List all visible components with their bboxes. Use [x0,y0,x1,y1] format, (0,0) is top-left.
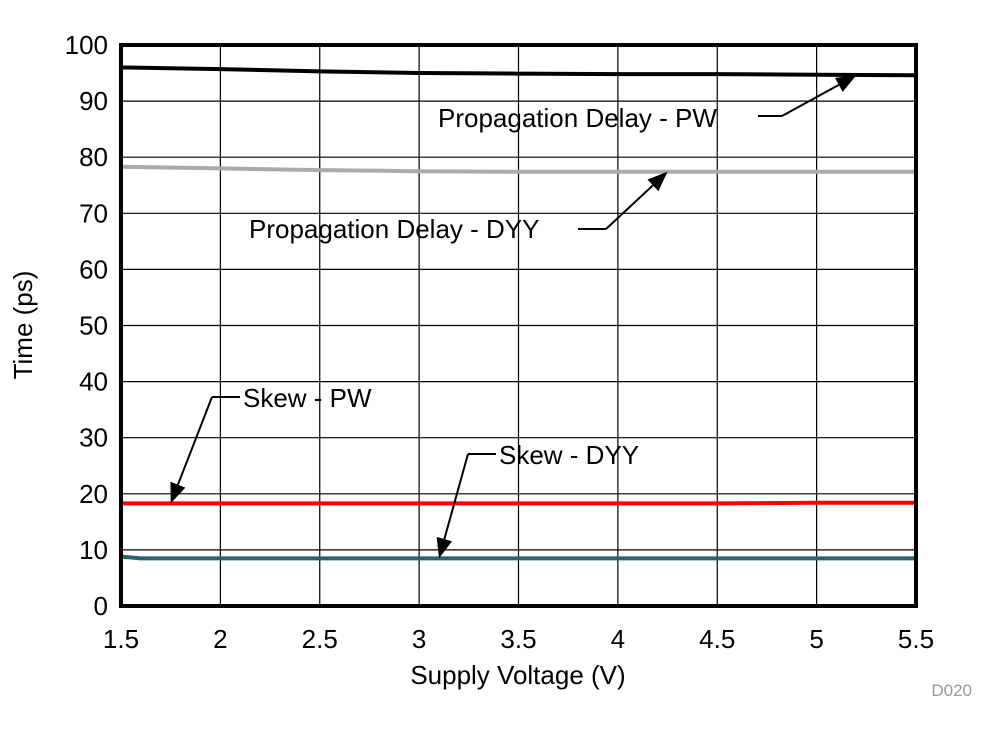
y-axis-label: Time (ps) [8,271,38,380]
plot-frame [119,43,918,608]
arrowhead-icon [170,481,186,504]
y-tick-label: 30 [79,423,108,453]
annotation-leader [781,84,840,117]
x-tick-label: 3.5 [500,624,536,654]
arrowhead-icon [436,536,453,559]
y-tick-label: 20 [79,479,108,509]
y-tick-label: 60 [79,254,108,284]
annotation-label: Skew - DYY [499,440,639,470]
annotation-leader [443,453,469,540]
x-tick-label: 5.5 [898,624,934,654]
y-tick-labels: 0 10 20 30 40 50 60 70 80 90 100 [65,30,108,621]
series-line-propagation-delay-pw [120,65,917,78]
series-line-propagation-delay-dyy [120,164,916,174]
annotation-label: Skew - PW [243,383,372,413]
series-line-skew-dyy [120,554,916,561]
y-tick-label: 50 [79,311,108,341]
y-tick-label: 40 [79,367,108,397]
x-tick-label: 2 [213,624,227,654]
grid [120,44,917,607]
annotation-label: Propagation Delay - DYY [249,214,539,244]
series-lines [120,65,917,561]
series-line-skew-pw [121,500,916,506]
x-axis-label: Supply Voltage (V) [410,660,625,690]
x-tick-label: 4.5 [699,624,735,654]
figure-id: D020 [931,681,972,700]
x-tick-label: 4 [611,624,625,654]
x-tick-label: 3 [412,624,426,654]
annotation-leader [605,184,654,230]
x-tick-label: 2.5 [302,624,338,654]
annotation-label: Propagation Delay - PW [438,103,717,133]
x-tick-label: 5 [809,624,823,654]
y-tick-label: 90 [79,86,108,116]
x-tick-labels: 1.5 2 2.5 3 3.5 4 4.5 5 5.5 [103,624,934,654]
y-tick-label: 70 [79,198,108,228]
arrowhead-icon [647,171,668,192]
y-tick-label: 100 [65,30,108,60]
annotation-leader [176,396,213,486]
y-tick-label: 0 [94,591,108,621]
annotations: Propagation Delay - PW Propagation Delay … [170,75,857,559]
x-tick-label: 1.5 [103,624,139,654]
y-tick-label: 80 [79,142,108,172]
y-tick-label: 10 [79,535,108,565]
arrowhead-icon [834,75,857,92]
